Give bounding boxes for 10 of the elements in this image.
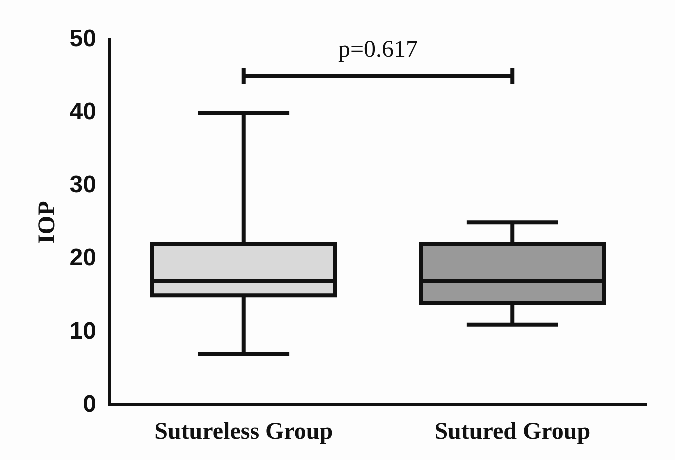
y-tick-label: 40 xyxy=(70,98,96,126)
y-tick-label: 10 xyxy=(70,318,96,345)
y-tick-label: 50 xyxy=(70,26,96,53)
x-tick-label: Sutureless Group xyxy=(154,418,334,445)
annotation: p=0.617 xyxy=(338,36,418,63)
x-tick-label: Sutured Group xyxy=(434,418,591,445)
y-axis-title: IOP xyxy=(34,201,61,244)
y-tick-label: 30 xyxy=(70,172,96,199)
y-tick-label: 0 xyxy=(83,390,96,418)
y-tick-label: 20 xyxy=(70,244,96,272)
